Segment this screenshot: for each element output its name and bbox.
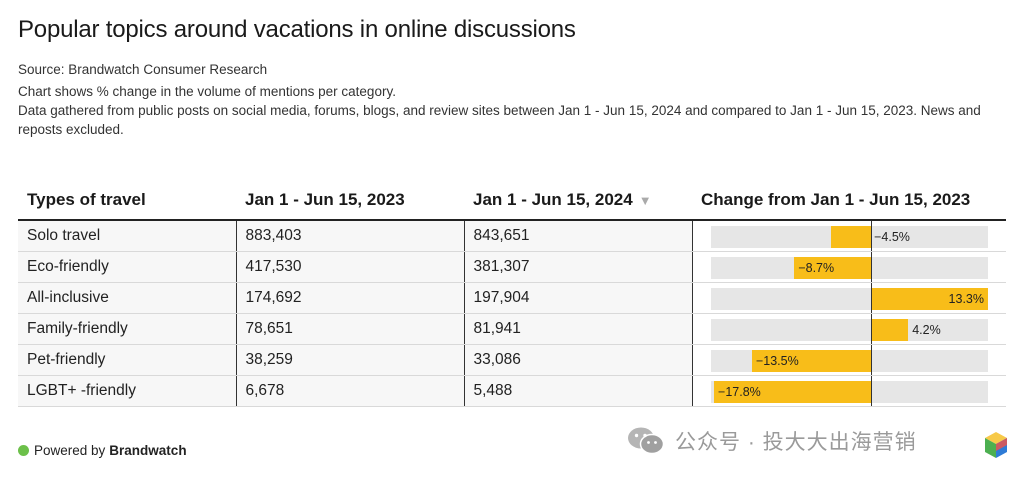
table-row[interactable]: Eco-friendly 417,530 381,307 −8.7% xyxy=(18,251,1006,283)
watermark-text: 公众号 · 投大大出海营销 xyxy=(675,431,917,454)
column-header-type[interactable]: Types of travel xyxy=(18,181,236,221)
zero-line xyxy=(871,375,873,406)
change-label: −8.7% xyxy=(798,260,835,275)
type-cell: LGBT+ -friendly xyxy=(18,375,237,407)
value-2023-cell: 38,259 xyxy=(236,344,465,376)
table-row[interactable]: LGBT+ -friendly 6,678 5,488 −17.8% xyxy=(18,375,1006,407)
sort-descending-icon[interactable]: ▼ xyxy=(638,193,652,208)
change-bar-track: −17.8% xyxy=(710,380,988,403)
value-2023-cell: 6,678 xyxy=(236,375,465,407)
table-row[interactable]: Family-friendly 78,651 81,941 4.2% xyxy=(18,313,1006,345)
table-row[interactable]: Solo travel 883,403 843,651 −4.5% xyxy=(18,220,1006,252)
zero-line xyxy=(871,282,873,313)
value-2023-cell: 883,403 xyxy=(236,220,465,252)
change-bar xyxy=(714,380,872,403)
value-2024-cell: 197,904 xyxy=(464,282,693,314)
change-bar-track: 4.2% xyxy=(710,318,988,341)
table-row[interactable]: Pet-friendly 38,259 33,086 −13.5% xyxy=(18,344,1006,376)
data-note: Data gathered from public posts on socia… xyxy=(18,103,981,137)
table-header-row: Types of travel Jan 1 - Jun 15, 2023 Jan… xyxy=(18,181,1006,221)
value-2024-cell: 381,307 xyxy=(464,251,693,283)
change-bar-track: −8.7% xyxy=(710,256,988,279)
value-2024-cell: 33,086 xyxy=(464,344,693,376)
change-cell: −4.5% xyxy=(692,220,1006,252)
type-cell: Family-friendly xyxy=(18,313,237,345)
type-cell: Pet-friendly xyxy=(18,344,237,376)
change-bar-track: −13.5% xyxy=(710,349,988,372)
change-bar xyxy=(871,287,989,310)
change-bar xyxy=(751,349,872,372)
zero-line xyxy=(871,251,873,282)
powered-by: Powered by Brandwatch xyxy=(18,443,187,458)
watermark: 公众号 · 投大大出海营销 xyxy=(627,424,917,458)
value-2024-cell: 81,941 xyxy=(464,313,693,345)
value-2023-cell: 174,692 xyxy=(236,282,465,314)
value-2023-cell: 78,651 xyxy=(236,313,465,345)
column-header-2023[interactable]: Jan 1 - Jun 15, 2023 xyxy=(236,181,464,221)
column-header-change[interactable]: Change from Jan 1 - Jun 15, 2023 xyxy=(692,181,1006,221)
data-table: Types of travel Jan 1 - Jun 15, 2023 Jan… xyxy=(18,181,1006,407)
value-2023-cell: 417,530 xyxy=(236,251,465,283)
wechat-icon xyxy=(628,427,665,455)
change-bar xyxy=(871,318,909,341)
value-2024-cell: 5,488 xyxy=(464,375,693,407)
change-label: 13.3% xyxy=(948,291,984,306)
change-bar xyxy=(831,226,872,248)
change-bar xyxy=(794,256,872,279)
column-header-2024[interactable]: Jan 1 - Jun 15, 2024 ▼ xyxy=(464,181,692,221)
type-cell: Eco-friendly xyxy=(18,251,237,283)
value-2024-cell: 843,651 xyxy=(464,220,693,252)
brand-name[interactable]: Brandwatch xyxy=(109,443,187,458)
zero-line xyxy=(871,313,873,344)
powered-by-label: Powered by xyxy=(34,443,106,458)
change-label: 4.2% xyxy=(912,322,941,337)
change-cell: −13.5% xyxy=(692,344,1006,376)
type-cell: Solo travel xyxy=(18,220,237,252)
change-bar-track: 13.3% xyxy=(710,287,989,310)
page-title: Popular topics around vacations in onlin… xyxy=(18,16,576,43)
column-header-2024-label: Jan 1 - Jun 15, 2024 xyxy=(473,190,633,209)
change-cell: −8.7% xyxy=(692,251,1006,283)
change-label: −17.8% xyxy=(718,384,761,399)
table-row[interactable]: All-inclusive 174,692 197,904 13.3% xyxy=(18,282,1006,314)
type-cell: All-inclusive xyxy=(18,282,237,314)
change-bar-track: −4.5% xyxy=(710,226,988,248)
change-label: −4.5% xyxy=(874,230,910,244)
change-cell: 13.3% xyxy=(692,282,1006,314)
change-cell: 4.2% xyxy=(692,313,1006,345)
cube-logo-icon xyxy=(985,432,1007,458)
change-label: −13.5% xyxy=(755,353,799,368)
zero-line xyxy=(871,221,873,251)
change-cell: −17.8% xyxy=(692,375,1006,407)
chart-note: Chart shows % change in the volume of me… xyxy=(18,84,396,99)
source-line: Source: Brandwatch Consumer Research xyxy=(18,62,268,77)
zero-line xyxy=(871,344,873,375)
brandwatch-dot-icon xyxy=(18,445,29,456)
